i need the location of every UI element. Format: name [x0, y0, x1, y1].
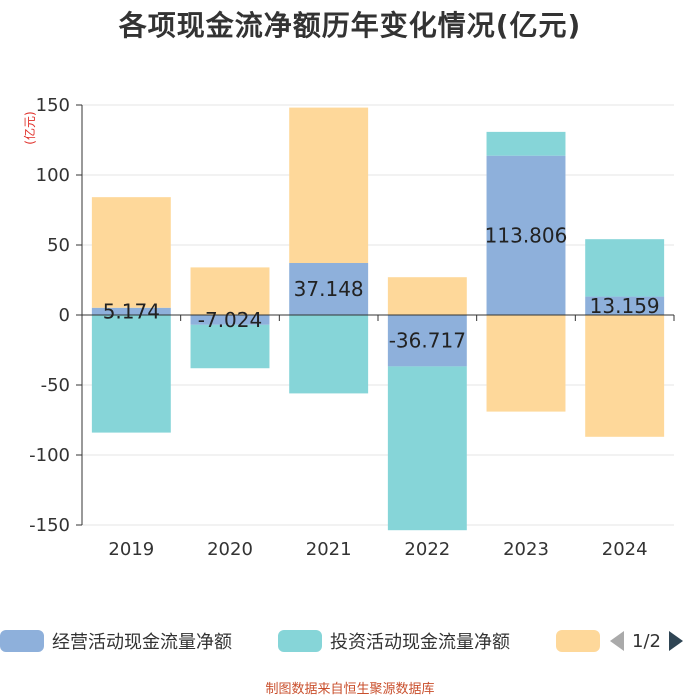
- legend-swatch: [278, 630, 322, 652]
- y-tick-label: 0: [59, 305, 70, 326]
- x-tick-label: 2024: [602, 539, 648, 560]
- legend-item-financing[interactable]: [556, 626, 608, 656]
- bar-2022-s1: [387, 366, 467, 531]
- bar-2024-s0: [585, 296, 665, 315]
- source-footer: 制图数据来自恒生聚源数据库: [265, 682, 435, 697]
- y-tick-label: 100: [36, 165, 70, 186]
- bar-2021-s0: [289, 262, 369, 315]
- bar-layer: [91, 107, 665, 531]
- bar-2024-s2: [585, 315, 665, 437]
- bar-2024-s1: [585, 239, 665, 297]
- grid-lines: [82, 104, 674, 526]
- legend-page-indicator: 1/2: [632, 630, 661, 652]
- legend-item-operating[interactable]: 经营活动现金流量净额: [0, 626, 232, 656]
- data-label: 113.806: [485, 223, 568, 247]
- x-tick-label: 2019: [108, 539, 154, 560]
- chart-title: 各项现金流净额历年变化情况(亿元): [118, 9, 582, 42]
- bar-2020-s2: [190, 267, 270, 315]
- bar-2022-s2: [387, 277, 467, 315]
- legend-label: 投资活动现金流量净额: [330, 632, 510, 653]
- x-tick-label: 2023: [503, 539, 549, 560]
- bar-2021-s2: [289, 107, 369, 263]
- bar-2019-s0: [91, 307, 171, 315]
- y-axis-label: (亿元): [22, 111, 37, 144]
- y-tick-label: -50: [41, 375, 70, 396]
- bar-2019-s1: [91, 315, 171, 433]
- data-label: 13.159: [590, 294, 660, 318]
- data-label: 37.148: [294, 277, 364, 301]
- data-label: -36.717: [389, 329, 466, 353]
- data-label: 5.174: [103, 299, 160, 323]
- bar-2023-s2: [486, 315, 566, 412]
- label-layer: 5.174 -7.024 37.148 -36.717 113.806 13.159: [103, 223, 660, 352]
- bar-2020-s0: [190, 315, 270, 325]
- bar-2021-s1: [289, 315, 369, 394]
- x-tick-label: 2021: [306, 539, 352, 560]
- chart-plot: -150 -100 -50 0 50 100 150 2019 2020 2021 2022 2023…: [22, 95, 675, 560]
- legend-swatch: [556, 630, 600, 652]
- y-tick-label: -100: [29, 445, 70, 466]
- x-tick-label: 2020: [207, 539, 253, 560]
- y-tick-label: 50: [47, 235, 70, 256]
- legend-swatch: [0, 630, 44, 652]
- data-label: -7.024: [198, 308, 262, 332]
- bar-2020-s1: [190, 324, 270, 369]
- legend-item-investing[interactable]: 投资活动现金流量净额: [278, 626, 510, 656]
- bar-2023-s0: [486, 155, 566, 315]
- bar-2023-s1: [486, 131, 566, 156]
- bar-2022-s0: [387, 315, 467, 367]
- prev-page-icon[interactable]: [610, 631, 624, 651]
- legend-label: 经营活动现金流量净额: [52, 632, 232, 653]
- legend-pager: 1/2: [610, 626, 683, 656]
- next-page-icon[interactable]: [668, 631, 683, 651]
- x-tick-label: 2022: [404, 539, 450, 560]
- y-tick-label: 150: [36, 95, 70, 116]
- legend: 经营活动现金流量净额 投资活动现金流量净额 1/2: [0, 626, 700, 656]
- bar-2019-s2: [91, 197, 171, 308]
- axes: -150 -100 -50 0 50 100 150 2019 2020 2021 2022 2023…: [29, 95, 675, 560]
- y-tick-label: -150: [29, 515, 70, 536]
